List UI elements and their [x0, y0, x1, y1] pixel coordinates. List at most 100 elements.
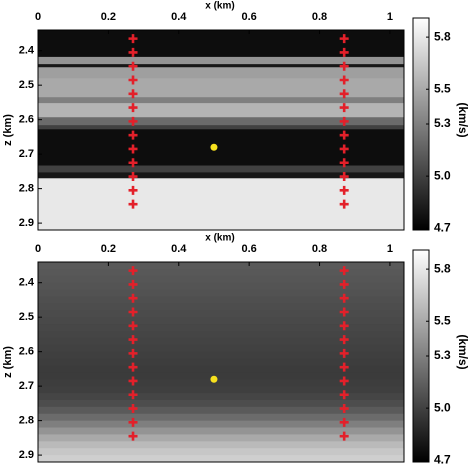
velocity-layer [38, 289, 404, 297]
velocity-layer [38, 178, 404, 230]
receiver-marker [339, 116, 349, 126]
velocity-layer [38, 455, 404, 462]
y-tick-label: 2.5 [19, 79, 34, 91]
receiver-marker [128, 199, 138, 209]
velocity-layer [38, 165, 404, 173]
receiver-marker [339, 61, 349, 71]
receiver-marker [339, 47, 349, 57]
y-tick-label: 2.7 [19, 380, 34, 392]
velocity-layer [38, 310, 404, 318]
receiver-marker [339, 307, 349, 317]
x-tick-label: 0.8 [312, 11, 327, 23]
receiver-marker [339, 172, 349, 182]
velocity-layer [38, 282, 404, 291]
velocity-layer [38, 324, 404, 332]
colorbar-tick-label: 5.0 [434, 168, 451, 182]
receiver-marker [128, 61, 138, 71]
velocity-layer [38, 296, 404, 304]
receiver-marker [339, 321, 349, 331]
colorbar-tick-label: 5.8 [434, 261, 451, 275]
x-tick-label: 0 [35, 11, 41, 23]
velocity-layer [38, 56, 404, 65]
receiver-marker [339, 130, 349, 140]
receiver-marker [128, 279, 138, 289]
colorbar-tick-label: 4.7 [434, 220, 451, 234]
receiver-marker [128, 47, 138, 57]
colorbar-label: (km/s) [456, 102, 470, 137]
x-tick-label: 0.4 [171, 11, 187, 23]
colorbar-label: (km/s) [456, 334, 470, 369]
velocity-layer [38, 117, 404, 126]
x-tick-label: 0.6 [242, 243, 257, 255]
velocity-layer [38, 427, 404, 435]
x-tick-label: 1 [387, 243, 393, 255]
colorbar-tick-label: 5.3 [434, 348, 451, 362]
receiver-marker [128, 103, 138, 113]
receiver-marker [339, 144, 349, 154]
receiver-marker [128, 158, 138, 168]
receiver-marker [128, 307, 138, 317]
velocity-layer [38, 78, 404, 98]
receiver-marker [339, 376, 349, 386]
receiver-marker [339, 390, 349, 400]
receiver-marker [339, 75, 349, 85]
velocity-layer [38, 262, 404, 270]
velocity-layer [38, 448, 404, 456]
y-tick-label: 2.8 [19, 415, 34, 427]
receiver-marker [128, 266, 138, 276]
plot-area [38, 30, 404, 230]
velocity-layer [38, 393, 404, 401]
velocity-layer [38, 303, 404, 311]
receiver-marker [128, 335, 138, 345]
y-axis-label: z (km) [2, 346, 14, 378]
x-axis-label: x (km) [205, 1, 234, 12]
velocity-layer [38, 337, 404, 346]
velocity-layer [38, 420, 404, 429]
receiver-marker [128, 348, 138, 358]
velocity-layer [38, 268, 404, 277]
velocity-layer [38, 275, 404, 284]
velocity-layer [38, 379, 404, 387]
y-tick-label: 2.6 [19, 346, 34, 358]
y-tick-label: 2.6 [19, 114, 34, 126]
velocity-layer [38, 441, 404, 449]
receiver-marker [128, 172, 138, 182]
y-tick-label: 2.4 [19, 277, 35, 289]
colorbar-tick-label: 5.5 [434, 81, 451, 95]
receiver-marker [128, 89, 138, 99]
source-marker [210, 375, 218, 383]
receiver-marker [339, 266, 349, 276]
receiver-marker [339, 34, 349, 44]
y-tick-label: 2.9 [19, 449, 34, 461]
receiver-marker [339, 199, 349, 209]
x-tick-label: 0.2 [101, 11, 116, 23]
receiver-marker [339, 103, 349, 113]
velocity-layer [38, 330, 404, 339]
velocity-layer [38, 386, 404, 394]
receiver-marker [128, 431, 138, 441]
velocity-layer [38, 125, 404, 130]
velocity-layer [38, 30, 404, 58]
velocity-layer [38, 172, 404, 179]
colorbar-tick-label: 5.8 [434, 29, 451, 43]
receiver-marker [128, 404, 138, 414]
receiver-marker [128, 376, 138, 386]
receiver-marker [339, 348, 349, 358]
receiver-marker [128, 130, 138, 140]
colorbar-tick-label: 5.0 [434, 400, 451, 414]
velocity-layer [38, 129, 404, 167]
plot-frame [37, 261, 405, 463]
velocity-layer [38, 67, 404, 79]
colorbar-tick-label: 5.3 [434, 116, 451, 130]
plot-frame [37, 29, 405, 231]
velocity-layer [38, 317, 404, 325]
receiver-marker [339, 293, 349, 303]
receiver-marker [339, 185, 349, 195]
y-tick-label: 2.9 [19, 217, 34, 229]
receiver-marker [339, 89, 349, 99]
x-tick-label: 1 [387, 11, 393, 23]
receiver-marker [128, 417, 138, 427]
velocity-layer [38, 64, 404, 68]
x-tick-label: 0.2 [101, 243, 116, 255]
